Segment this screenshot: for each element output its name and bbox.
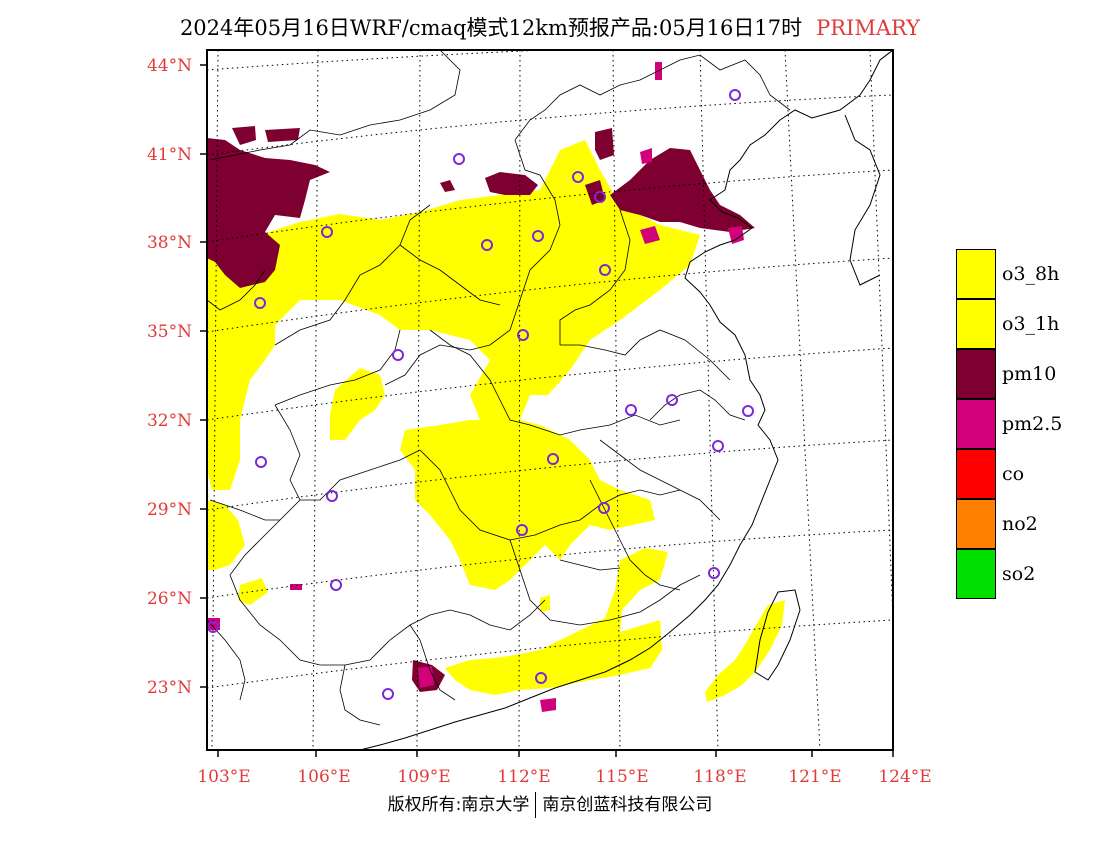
title-text: 2024年05月16日WRF/cmaq模式12km预报产品:05月16日17时 <box>179 16 803 40</box>
station-markers <box>207 89 754 700</box>
lat-label: 23°N <box>147 678 192 698</box>
latitude-labels: 44°N 41°N 38°N 35°N 32°N 29°N 26°N 23°N <box>147 56 192 698</box>
lon-label: 109°E <box>397 767 450 787</box>
province-borders <box>207 50 791 726</box>
lon-label: 112°E <box>497 767 550 787</box>
legend: o3_8h o3_1h pm10 pm2.5 co no2 so2 <box>956 249 1076 599</box>
longitude-labels: 103°E 106°E 109°E 112°E 115°E 118°E 121°… <box>197 767 931 787</box>
lon-label: 121°E <box>788 767 841 787</box>
legend-label: pm2.5 <box>1002 413 1063 435</box>
legend-label: o3_1h <box>1002 313 1060 335</box>
legend-label: co <box>1002 463 1025 485</box>
pm25-region <box>207 62 744 712</box>
legend-label: so2 <box>1002 563 1036 585</box>
lon-label: 118°E <box>693 767 746 787</box>
legend-label: o3_8h <box>1002 263 1060 285</box>
legend-label: pm10 <box>1002 363 1057 385</box>
legend-item: o3_8h <box>956 249 1076 299</box>
lat-label: 38°N <box>147 233 192 253</box>
copyright-right: 南京创蓝科技有限公司 <box>542 795 713 815</box>
legend-swatch <box>956 499 996 549</box>
legend-label: no2 <box>1002 513 1038 535</box>
legend-item: o3_1h <box>956 299 1076 349</box>
lat-label: 32°N <box>147 411 192 431</box>
footer-separator <box>535 792 537 818</box>
legend-item: no2 <box>956 499 1076 549</box>
map-title: 2024年05月16日WRF/cmaq模式12km预报产品:05月16日17时 P… <box>0 12 1100 42</box>
lat-label: 44°N <box>147 56 192 76</box>
lat-label: 29°N <box>147 500 192 520</box>
lon-label: 103°E <box>197 767 250 787</box>
legend-swatch <box>956 399 996 449</box>
lat-label: 41°N <box>147 145 192 165</box>
legend-item: so2 <box>956 549 1076 599</box>
lon-label: 115°E <box>595 767 648 787</box>
coastline <box>359 50 893 750</box>
legend-item: pm10 <box>956 349 1076 399</box>
lat-label: 35°N <box>147 322 192 342</box>
lon-label: 124°E <box>878 767 931 787</box>
legend-swatch <box>956 249 996 299</box>
copyright-left: 版权所有:南京大学 <box>387 795 530 815</box>
legend-item: co <box>956 449 1076 499</box>
legend-swatch <box>956 349 996 399</box>
map-content <box>207 50 893 750</box>
graticule <box>207 50 893 750</box>
copyright-footer: 版权所有:南京大学 南京创蓝科技有限公司 <box>0 790 1100 818</box>
legend-swatch <box>956 549 996 599</box>
lat-label: 26°N <box>147 589 192 609</box>
map-frame <box>206 49 894 751</box>
primary-tag: PRIMARY <box>816 16 921 40</box>
legend-swatch <box>956 299 996 349</box>
legend-swatch <box>956 449 996 499</box>
legend-item: pm2.5 <box>956 399 1076 449</box>
lon-label: 106°E <box>297 767 350 787</box>
axis-ticks <box>200 64 894 757</box>
